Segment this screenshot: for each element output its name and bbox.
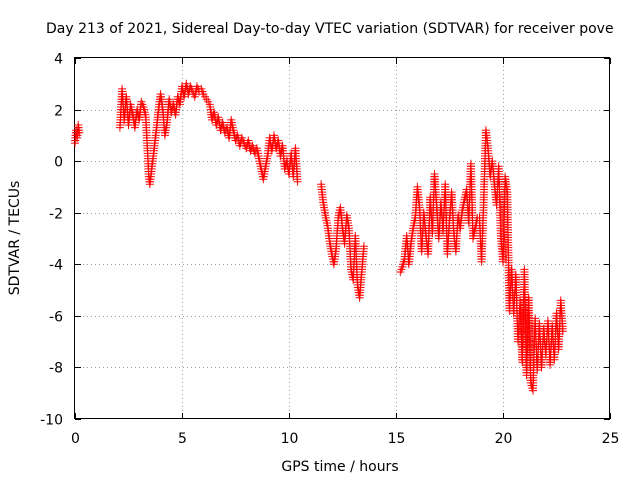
y-tick-label: -10 xyxy=(40,413,63,429)
data-point xyxy=(558,327,567,336)
x-tick-labels: 0 5 10 15 20 25 xyxy=(71,431,619,447)
data-point xyxy=(359,242,368,251)
x-tick-label: 15 xyxy=(388,431,406,447)
y-tick-label: 4 xyxy=(54,52,63,68)
x-tick-label: 0 xyxy=(71,431,80,447)
y-tick-label: 0 xyxy=(54,155,63,171)
y-tick-label: -2 xyxy=(49,207,63,223)
x-axis-label: GPS time / hours xyxy=(281,459,398,475)
x-tick-label: 25 xyxy=(602,431,620,447)
axis-ticks xyxy=(75,58,611,420)
x-tick-label: 20 xyxy=(495,431,513,447)
data-point xyxy=(75,128,84,137)
data-point xyxy=(293,177,302,186)
x-tick-label: 10 xyxy=(281,431,299,447)
x-tick-label: 5 xyxy=(178,431,187,447)
y-tick-labels: -10 -8 -6 -4 -2 0 2 4 xyxy=(40,52,63,429)
y-tick-label: 2 xyxy=(54,104,63,120)
y-tick-label: -4 xyxy=(49,258,63,274)
y-tick-label: -8 xyxy=(49,361,63,377)
y-tick-label: -6 xyxy=(49,310,63,326)
y-axis-label: SDTVAR / TECUs xyxy=(7,181,23,296)
plot-frame xyxy=(74,57,610,419)
chart-title: Day 213 of 2021, Sidereal Day-to-day VTE… xyxy=(46,21,614,37)
data-points xyxy=(71,79,567,395)
